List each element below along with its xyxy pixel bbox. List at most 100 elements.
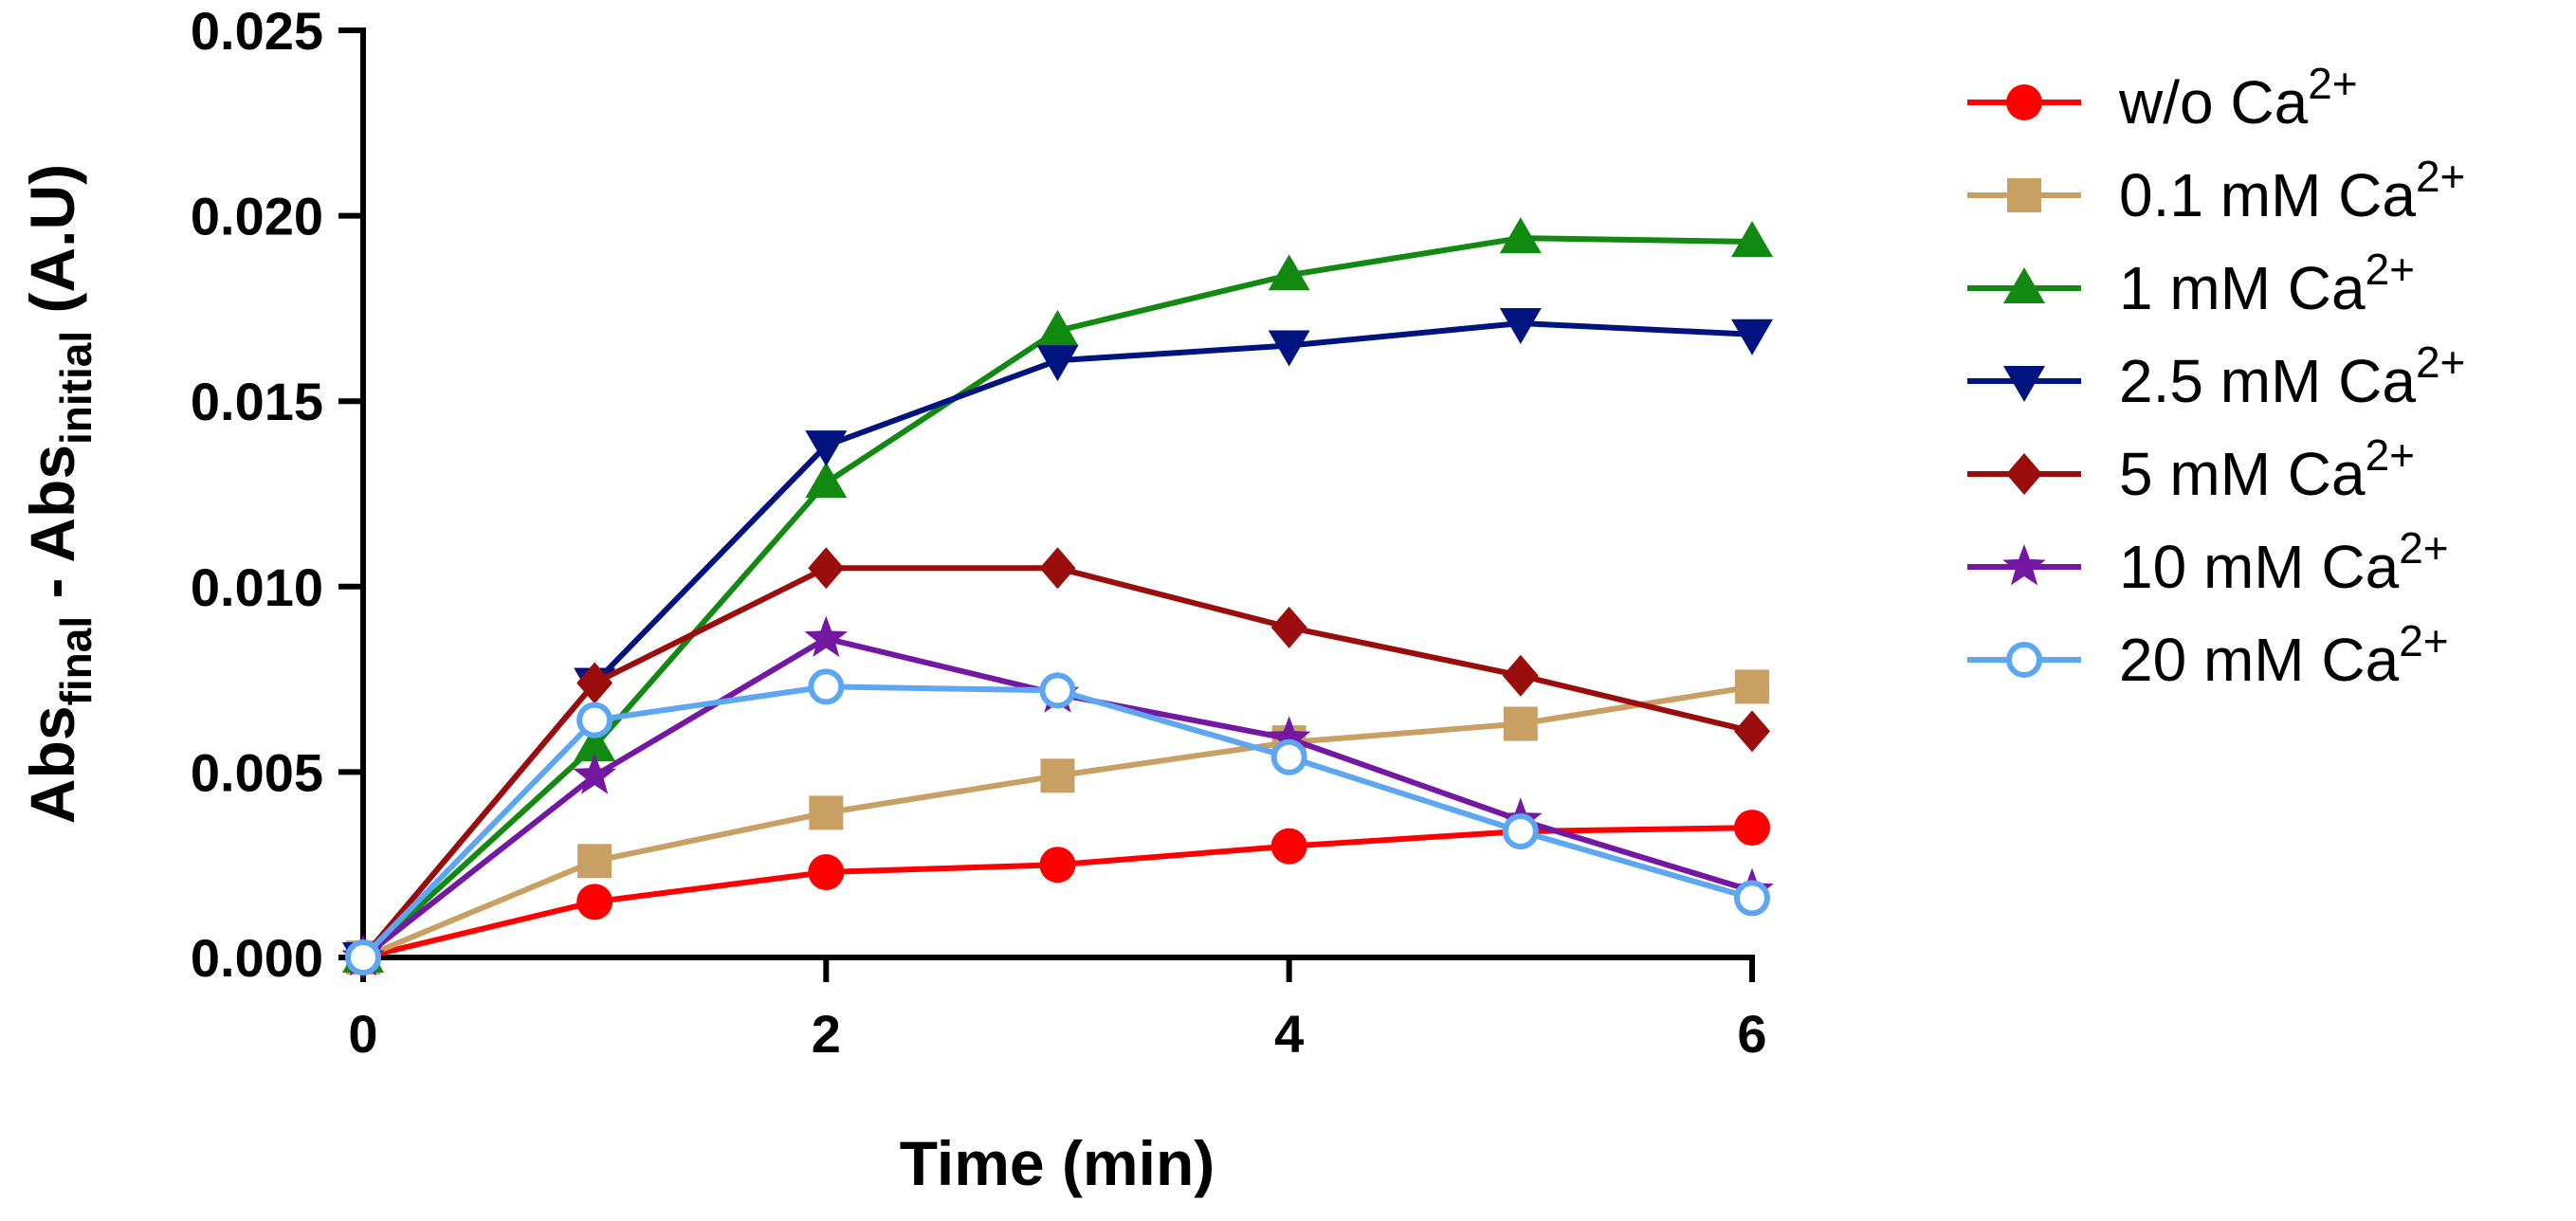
y-tick-label: 0.005 [191, 742, 323, 802]
legend-item: 1 mM Ca2+ [1967, 245, 2415, 322]
legend-label-main: 5 mM Ca [2119, 440, 2366, 508]
data-point [1267, 716, 1311, 757]
data-point [1270, 738, 1307, 775]
legend-label-main: 10 mM Ca [2119, 533, 2400, 601]
data-point [1731, 319, 1773, 355]
y-axis-title-separator: - [17, 563, 87, 616]
legend-item: 10 mM Ca2+ [1967, 523, 2449, 601]
legend-item: 2.5 mM Ca2+ [1967, 337, 2465, 415]
legend-marker [2003, 267, 2045, 303]
data-point [1502, 654, 1539, 697]
data-point [576, 884, 613, 920]
data-point [574, 725, 616, 762]
legend-item: 0.1 mM Ca2+ [1967, 152, 2465, 229]
data-point [1503, 706, 1538, 741]
data-point [577, 844, 612, 879]
data-point [1734, 810, 1770, 847]
y-axis-title-unit: (A.U) [17, 164, 87, 331]
y-axis-title-sub-initial: initial [51, 331, 100, 445]
series-0 [345, 810, 1770, 975]
legend-label-superscript: 2+ [2399, 616, 2448, 665]
data-point [808, 854, 845, 891]
data-point [576, 702, 613, 738]
data-point [808, 668, 845, 705]
y-axis-title: Absfinal - Absinitial (A.U) [17, 164, 100, 824]
data-point [1502, 812, 1539, 849]
legend-marker [2007, 178, 2041, 212]
data-point [1040, 758, 1075, 793]
legend-label-main: 0.1 mM Ca [2119, 161, 2416, 229]
series-5 [341, 615, 1774, 976]
series-line [361, 683, 1753, 960]
x-axis-title: Time (min) [900, 1128, 1215, 1198]
series-1 [346, 669, 1769, 975]
y-tick-label: 0.020 [191, 187, 323, 246]
data-point [1499, 217, 1542, 254]
legend-marker [2006, 453, 2042, 495]
legend-label: w/o Ca2+ [2118, 59, 2358, 137]
legend-label-main: w/o Ca [2118, 68, 2309, 137]
series-layer [341, 217, 1774, 978]
series-line [360, 683, 1753, 960]
legend-item: 20 mM Ca2+ [1967, 616, 2449, 694]
legend-label-superscript: 2+ [2366, 245, 2415, 294]
data-point [1039, 847, 1076, 884]
data-point [1270, 828, 1307, 865]
data-point [805, 462, 848, 499]
legend-label-main: 1 mM Ca [2119, 254, 2366, 322]
series-2 [342, 217, 1773, 973]
legend-label-superscript: 2+ [2416, 152, 2465, 201]
data-point [1268, 330, 1310, 367]
data-point [804, 615, 849, 657]
legend: w/o Ca2+0.1 mM Ca2+1 mM Ca2+2.5 mM Ca2+5… [1967, 59, 2465, 694]
legend-marker [2002, 544, 2046, 586]
y-axis-title-abs-initial: Abs [17, 445, 87, 563]
x-tick-label: 2 [812, 1004, 841, 1064]
data-point [1734, 880, 1770, 917]
legend-item: w/o Ca2+ [1967, 59, 2358, 137]
data-point [1731, 220, 1773, 257]
data-point [1270, 606, 1307, 648]
legend-item: 5 mM Ca2+ [1967, 430, 2415, 508]
data-point [1036, 345, 1079, 382]
y-axis-title-abs-final: Abs [17, 705, 87, 824]
x-tick-label: 6 [1737, 1004, 1766, 1064]
data-point [345, 939, 381, 975]
data-point [1499, 308, 1542, 345]
series-6 [345, 668, 1770, 975]
legend-label: 2.5 mM Ca2+ [2119, 337, 2465, 415]
data-point [1268, 254, 1310, 291]
data-point [1039, 672, 1076, 709]
data-point [573, 753, 616, 794]
ticks: 0.000 0.005 0.010 0.015 0.020 0.025 0 2 4 6 [191, 1, 1767, 1064]
x-tick-label: 4 [1274, 1004, 1304, 1064]
legend-label-superscript: 2+ [2416, 337, 2465, 387]
legend-marker [2006, 84, 2042, 120]
legend-label: 10 mM Ca2+ [2119, 523, 2449, 601]
data-point [809, 795, 844, 830]
legend-label: 20 mM Ca2+ [2119, 616, 2449, 694]
legend-label-main: 2.5 mM Ca [2119, 347, 2416, 415]
y-tick-label: 0.000 [191, 928, 323, 988]
data-point [1734, 710, 1770, 753]
y-axis-title-sub-final: final [51, 616, 100, 706]
data-point [1036, 309, 1079, 346]
x-tick-label: 0 [348, 1004, 377, 1064]
axes [360, 27, 1755, 960]
legend-marker [2006, 642, 2042, 678]
legend-label-superscript: 2+ [2308, 59, 2357, 108]
legend-label-main: 20 mM Ca [2119, 626, 2400, 694]
y-tick-label: 0.010 [191, 557, 323, 617]
data-point [1039, 547, 1076, 590]
y-tick-label: 0.025 [191, 1, 323, 61]
data-point [805, 430, 848, 467]
legend-label: 0.1 mM Ca2+ [2119, 152, 2465, 229]
legend-label-superscript: 2+ [2399, 523, 2448, 573]
legend-marker [2003, 366, 2045, 402]
data-point [1735, 669, 1769, 704]
legend-label: 1 mM Ca2+ [2119, 245, 2415, 322]
legend-label-superscript: 2+ [2366, 430, 2415, 480]
y-tick-label: 0.015 [191, 372, 323, 431]
legend-label: 5 mM Ca2+ [2119, 430, 2415, 508]
